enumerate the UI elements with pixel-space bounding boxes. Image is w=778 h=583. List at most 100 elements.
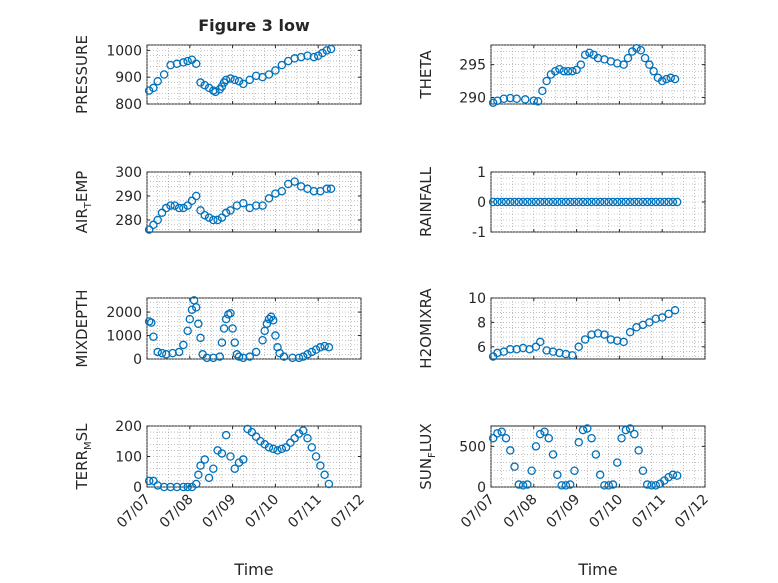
panel-terr-msl-point: [307, 443, 317, 452]
panel-theta-ytick-label: 295: [459, 58, 486, 74]
panel-rainfall-point: [587, 197, 596, 207]
panel-sun-flux-point: [672, 471, 682, 480]
panel-terr-msl-xtick-label: 07/09: [200, 492, 240, 532]
panel-sun-flux-point: [548, 450, 558, 459]
panel-terr-msl-point: [209, 464, 218, 473]
panel-mixdepth-point: [191, 303, 201, 312]
panel-mixdepth-ytick-label: 0: [133, 352, 142, 368]
panel-terr-msl-point: [226, 452, 235, 461]
panel-terr-msl-point: [217, 449, 227, 458]
panel-h2omixra-point: [664, 309, 673, 319]
panel-sun-flux-point: [621, 425, 631, 435]
panel-pressure-point: [234, 76, 244, 86]
panel-rainfall-point: [604, 197, 613, 207]
panel-mixdepth-ytick-label: 1000: [106, 329, 142, 345]
panel-theta-point: [645, 60, 654, 69]
panel-terr-msl-point: [264, 443, 274, 452]
panel-mixdepth-point: [219, 324, 229, 333]
panel-air-temp-point: [144, 225, 154, 234]
panel-h2omixra-point: [625, 327, 635, 337]
panel-mixdepth-point: [307, 347, 317, 357]
panel-pressure-point: [264, 70, 274, 79]
panel-air-temp-point: [157, 208, 167, 218]
panel-rainfall-point: [642, 197, 652, 207]
panel-rainfall-point: [548, 197, 558, 207]
panel-air-temp-ytick-label: 280: [115, 213, 142, 229]
panel-theta-point: [529, 96, 539, 105]
panel-terr-msl-point: [144, 476, 154, 486]
panel-air-temp-point: [149, 220, 158, 230]
panel-terr-msl-xtick-label: 07/12: [328, 492, 368, 532]
panel-sun-flux-point: [493, 429, 502, 438]
panel-rainfall-point: [634, 197, 643, 207]
panel-rainfall-point: [488, 197, 498, 207]
panel-air-temp-point: [209, 215, 218, 225]
panel-theta-point: [568, 66, 577, 76]
panel-mixdepth-point: [149, 332, 158, 341]
panel-mixdepth: 0 1000 2000 MIXDEPTH: [73, 289, 362, 368]
panel-pressure-ytick-label: 900: [115, 70, 142, 86]
panel-sun-flux-point: [647, 481, 656, 490]
panel-mixdepth-point: [226, 308, 235, 318]
panel-rainfall-ylabel: RAINFALL: [417, 166, 435, 237]
panel-sun-flux-xtick-label: 07/07: [458, 492, 498, 532]
panel-terr-msl-point: [324, 479, 334, 489]
panel-mixdepth-point: [294, 353, 304, 363]
panel-theta-point: [666, 73, 676, 83]
panel-air-temp-point: [204, 213, 214, 222]
panel-air-temp-point: [290, 177, 299, 186]
panel-terr-msl-xtick-label: 07/11: [285, 492, 325, 532]
panel-terr-msl-point: [191, 479, 201, 489]
panel-pressure-point: [277, 60, 287, 70]
panel-h2omixra-point: [568, 351, 577, 360]
panel-terr-msl-point: [183, 482, 192, 492]
panel-mixdepth-point: [273, 343, 282, 352]
panel-sun-flux-point: [561, 481, 571, 490]
panel-mixdepth-point: [217, 338, 227, 347]
panel-rainfall-point: [540, 197, 549, 207]
panel-rainfall-point: [660, 197, 669, 207]
panel-air-temp-point: [322, 184, 332, 194]
panel-pressure-point: [326, 44, 336, 54]
panel-rainfall-point: [600, 197, 609, 207]
panel-terr-msl-xtick-label: 07/07: [114, 492, 154, 532]
panel-theta-point: [662, 74, 671, 84]
panel-h2omixra-point: [574, 342, 583, 352]
panel-air-temp-point: [200, 210, 210, 220]
panel-pressure-point: [215, 85, 225, 94]
panel-mixdepth-point: [324, 343, 334, 352]
panel-h2omixra-point: [670, 305, 680, 315]
panel-pressure-ytick-label: 1000: [106, 43, 142, 59]
panel-theta-point: [619, 60, 628, 69]
panel-sun-flux-point: [613, 458, 622, 467]
panel-pressure-point: [159, 70, 169, 79]
panel-sun-flux-point: [535, 429, 545, 439]
panel-rainfall-point: [506, 197, 515, 207]
panel-sun-flux-point: [488, 433, 498, 443]
panel-pressure-point: [221, 75, 231, 85]
panel-sun-flux-point: [587, 433, 596, 443]
panel-pressure-point: [211, 87, 220, 97]
panel-terr-msl-point: [172, 482, 182, 492]
panel-theta-point: [488, 98, 498, 107]
panel-terr-msl-point: [290, 433, 299, 443]
panel-sun-flux-point: [617, 433, 626, 443]
panel-pressure-point: [200, 80, 210, 90]
panel-mixdepth-point: [303, 350, 312, 359]
panel-sun-flux-ytick-label: 500: [459, 439, 486, 455]
panel-rainfall-point: [553, 197, 562, 207]
panel-sun-flux-point: [531, 442, 541, 451]
panel-pressure-point: [204, 83, 214, 93]
panel-rainfall-ytick-label: 1: [477, 165, 486, 181]
panel-mixdepth-point: [183, 326, 192, 336]
panel-mixdepth-point: [279, 352, 289, 361]
panel-terr-msl-point: [311, 452, 321, 461]
panel-rainfall-point: [501, 197, 511, 207]
panel-mixdepth-point: [202, 353, 212, 363]
panel-rainfall-ytick-label: -1: [472, 225, 486, 241]
panel-h2omixra-ytick-label: 6: [477, 340, 486, 356]
panel-rainfall-point: [591, 197, 601, 207]
panel-air-temp-point: [187, 196, 197, 206]
panel-rainfall-point: [570, 197, 579, 207]
